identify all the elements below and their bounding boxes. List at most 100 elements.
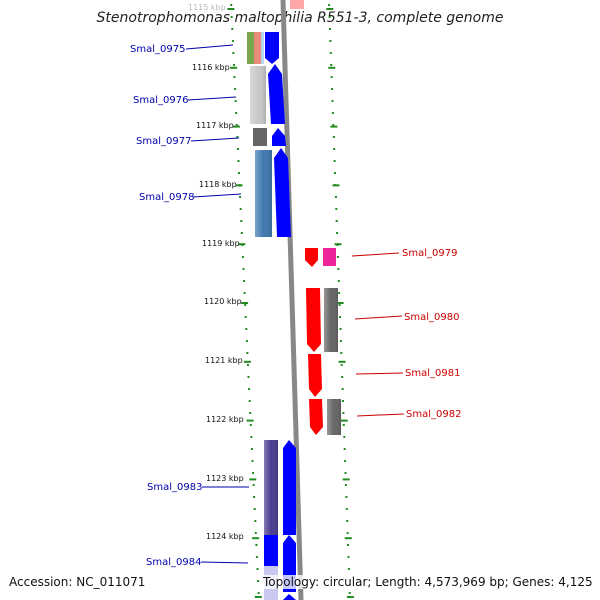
gene-arrow-0978[interactable] xyxy=(274,148,291,237)
scale-major-tick xyxy=(227,8,235,10)
gene-arrow-0979[interactable] xyxy=(305,248,318,267)
scale-major-tick xyxy=(332,184,340,187)
gene-arrow-0982[interactable] xyxy=(309,399,323,435)
scale-tick xyxy=(347,568,350,570)
scale-major-tick xyxy=(238,243,246,246)
scale-tick xyxy=(250,436,253,438)
scale-tick xyxy=(335,220,338,222)
feature-block-0975-a[interactable] xyxy=(247,32,254,64)
topology-text: Topology: circular; Length: 4,573,969 bp… xyxy=(263,575,593,589)
scale-tick xyxy=(339,340,342,342)
scale-tick xyxy=(251,460,254,462)
scale-tick xyxy=(341,376,344,378)
gene-arrow-top-partial[interactable] xyxy=(290,0,304,9)
scale-tick xyxy=(329,40,332,42)
gene-label-smal-0981[interactable]: Smal_0981 xyxy=(405,368,460,379)
scale-tick xyxy=(337,268,340,270)
scale-major-tick xyxy=(232,125,240,128)
scale-tick xyxy=(333,160,336,162)
scale-tick xyxy=(244,304,247,306)
scale-tick xyxy=(253,508,256,510)
gene-label-smal-0975[interactable]: Smal_0975 xyxy=(130,44,185,55)
scale-tick xyxy=(332,124,335,126)
scale-tick xyxy=(347,556,350,558)
gene-arrow-0975[interactable] xyxy=(265,32,279,64)
gene-arrow-0980[interactable] xyxy=(306,288,321,352)
gene-label-smal-0976[interactable]: Smal_0976 xyxy=(133,95,188,106)
scale-tick xyxy=(345,508,348,510)
scale-tick xyxy=(249,424,252,426)
scale-major-tick xyxy=(340,419,348,422)
scale-tick xyxy=(329,52,332,54)
feature-block-0975-b[interactable] xyxy=(254,32,262,64)
scale-tick xyxy=(234,88,237,90)
gene-label-smal-0982[interactable]: Smal_0982 xyxy=(406,409,461,420)
scale-major-tick xyxy=(338,360,346,363)
gene-label-smal-0980[interactable]: Smal_0980 xyxy=(404,312,459,323)
feature-block-0975-c[interactable] xyxy=(261,32,264,64)
scale-tick xyxy=(250,448,253,450)
gene-arrow-0985-partial[interactable] xyxy=(283,594,296,600)
right-leader-lines xyxy=(351,252,405,417)
scale-tick xyxy=(235,112,238,114)
scale-tick xyxy=(257,580,260,582)
scale-major-tick xyxy=(230,66,238,69)
scale-major-tick xyxy=(330,125,338,128)
scale-major-tick xyxy=(328,66,336,69)
accession-text: Accession: NC_011071 xyxy=(9,575,146,589)
scale-tick xyxy=(340,352,343,354)
scale-tick xyxy=(231,40,234,42)
gene-arrow-0977[interactable] xyxy=(272,128,286,146)
scale-tick xyxy=(342,424,345,426)
scale-tick xyxy=(331,100,334,102)
scale-tick xyxy=(252,484,255,486)
scale-tick xyxy=(346,532,349,534)
scale-tick xyxy=(338,304,341,306)
scale-major-tick xyxy=(252,537,260,540)
gene-label-smal-0983[interactable]: Smal_0983 xyxy=(147,482,202,493)
gene-arrow-0983[interactable] xyxy=(283,440,296,535)
scale-tick xyxy=(243,280,246,282)
scale-tick xyxy=(236,148,239,150)
scale-ring-left xyxy=(227,4,262,598)
gene-label-smal-0977[interactable]: Smal_0977 xyxy=(136,136,191,147)
scale-tick xyxy=(334,196,337,198)
scale-tick xyxy=(344,472,347,474)
scale-tick xyxy=(246,352,249,354)
scale-tick xyxy=(339,316,342,318)
scale-tick xyxy=(340,364,343,366)
scale-major-tick xyxy=(235,184,243,187)
scale-tick xyxy=(232,52,235,54)
gene-arrow-0976[interactable] xyxy=(268,64,285,124)
scale-tick xyxy=(253,496,256,498)
feature-block-0979[interactable] xyxy=(323,248,336,266)
scale-ring-right xyxy=(326,4,354,598)
scale-tick xyxy=(343,436,346,438)
scale-tick xyxy=(338,292,341,294)
scale-tick xyxy=(257,592,260,594)
scale-tick xyxy=(245,340,248,342)
scale-tick xyxy=(249,412,252,414)
left-leader-lines xyxy=(185,44,249,564)
scale-label: 1118 kbp xyxy=(199,180,237,189)
gene-label-smal-0979[interactable]: Smal_0979 xyxy=(402,248,457,259)
scale-tick xyxy=(248,400,251,402)
feature-block-0977[interactable] xyxy=(253,128,267,146)
gene-label-smal-0984[interactable]: Smal_0984 xyxy=(146,557,201,568)
scale-tick xyxy=(344,460,347,462)
scale-label: 1117 kbp xyxy=(196,121,234,130)
scale-tick xyxy=(245,328,248,330)
scale-label: 1124 kbp xyxy=(206,532,244,541)
scale-tick xyxy=(240,232,243,234)
gene-arrow-0981[interactable] xyxy=(308,354,322,397)
scale-tick xyxy=(230,4,233,6)
scale-tick xyxy=(337,280,340,282)
scale-tick xyxy=(331,88,334,90)
scale-label: 1122 kbp xyxy=(206,415,244,424)
scale-tick xyxy=(252,472,254,474)
gene-label-smal-0978[interactable]: Smal_0978 xyxy=(139,192,194,203)
scale-tick xyxy=(331,112,334,114)
scale-tick xyxy=(248,388,251,390)
scale-tick xyxy=(330,76,333,78)
